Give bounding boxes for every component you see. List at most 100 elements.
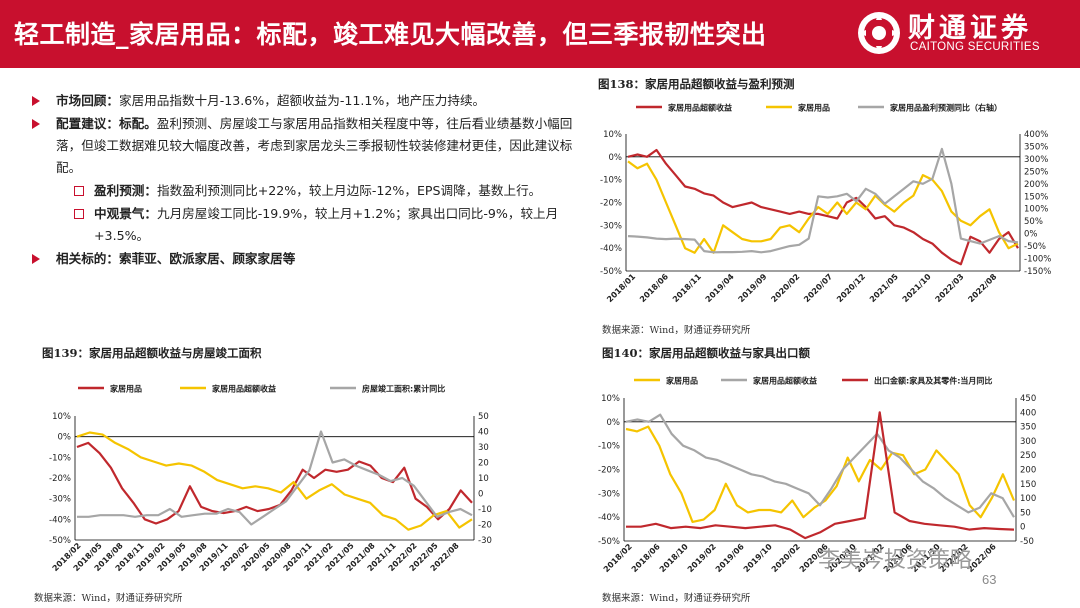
left-tick-label: 0% bbox=[609, 153, 623, 163]
triangle-bullet-icon bbox=[32, 254, 40, 264]
left-tick-label: -40% bbox=[49, 515, 71, 525]
right-tick-label: 150 bbox=[1020, 480, 1036, 490]
right-tick-label: 50 bbox=[478, 412, 489, 422]
x-tick-label: 2018/10 bbox=[658, 542, 690, 574]
right-tick-label: 40 bbox=[478, 428, 489, 438]
left-tick-label: -10% bbox=[49, 453, 71, 463]
x-tick-label: 2019/04 bbox=[704, 272, 736, 304]
right-tick-label: -100% bbox=[1024, 255, 1051, 265]
bullet-label: 中观景气： bbox=[94, 206, 157, 221]
x-tick-label: 2019/10 bbox=[742, 542, 774, 574]
right-tick-label: -10 bbox=[478, 505, 492, 515]
right-tick-label: 350% bbox=[1024, 142, 1048, 152]
bullet-text: 九月房屋竣工同比-19.9%，较上月+1.2%；家具出口同比-9%，较上月+3.… bbox=[94, 206, 559, 243]
legend-label: 出口金额:家具及其零件:当月同比 bbox=[874, 376, 992, 386]
left-tick-label: -20% bbox=[49, 474, 71, 484]
x-tick-label: 2020/02 bbox=[770, 542, 802, 574]
page-title: 轻工制造_家居用品：标配，竣工难见大幅改善，但三季报韧性突出 bbox=[14, 20, 767, 49]
chart3-source: 数据来源：Wind，财通证券研究所 bbox=[602, 593, 751, 604]
x-tick-label: 2018/06 bbox=[638, 272, 670, 304]
x-tick-label: 2020/12 bbox=[835, 272, 867, 304]
series-line bbox=[76, 431, 473, 531]
right-tick-label: -20 bbox=[478, 521, 492, 531]
x-tick-label: 2018/06 bbox=[630, 542, 662, 574]
right-tick-label: 300% bbox=[1024, 155, 1048, 165]
x-tick-label: 2020/02 bbox=[769, 272, 801, 304]
bullet-text: 家居用品指数十月-13.6%，超额收益为-11.1%，地产压力持续。 bbox=[118, 93, 486, 108]
header-bar: 轻工制造_家居用品：标配，竣工难见大幅改善，但三季报韧性突出 财通证券 CAIT… bbox=[0, 0, 1080, 68]
x-tick-label: 2019/06 bbox=[714, 542, 746, 574]
summary-bullets: 市场回顾：家居用品指数十月-13.6%，超额收益为-11.1%，地产压力持续。 … bbox=[32, 90, 592, 270]
right-tick-label: 50% bbox=[1024, 217, 1043, 227]
left-tick-label: 10% bbox=[52, 412, 71, 422]
right-tick-label: -30 bbox=[478, 536, 492, 546]
right-tick-label: -50 bbox=[1020, 537, 1034, 547]
triangle-bullet-icon bbox=[32, 96, 40, 106]
left-tick-label: 10% bbox=[601, 394, 620, 404]
x-tick-label: 2019/02 bbox=[686, 542, 718, 574]
x-tick-label: 2021/10 bbox=[901, 272, 933, 304]
left-tick-label: -30% bbox=[49, 495, 71, 505]
x-tick-label: 2021/05 bbox=[868, 272, 900, 304]
right-tick-label: 150% bbox=[1024, 192, 1048, 202]
left-tick-label: -50% bbox=[49, 536, 71, 546]
left-tick-label: 0% bbox=[607, 418, 621, 428]
right-tick-label: 20 bbox=[478, 459, 489, 469]
left-tick-label: -10% bbox=[600, 176, 622, 186]
bullet-allocation: 配置建议：标配。盈利预测、房屋竣工与家居用品指数相关程度中等，往后看业绩基数小幅… bbox=[32, 113, 592, 179]
left-tick-label: -20% bbox=[598, 466, 620, 476]
bullet-label: 相关标的：索菲亚、欧派家居、顾家家居等 bbox=[56, 251, 296, 266]
bullet-market-review: 市场回顾：家居用品指数十月-13.6%，超额收益为-11.1%，地产压力持续。 bbox=[32, 90, 592, 112]
page-number: 63 bbox=[982, 572, 997, 587]
left-tick-label: -50% bbox=[598, 537, 620, 547]
right-tick-label: 0% bbox=[1024, 230, 1038, 240]
right-tick-label: 300 bbox=[1020, 437, 1036, 447]
bullet-text: 指数盈利预测同比+22%，较上月边际-12%，EPS调降，基数上行。 bbox=[156, 183, 542, 198]
series-line bbox=[626, 411, 1015, 540]
logo-emblem-icon bbox=[858, 12, 900, 54]
left-tick-label: -10% bbox=[598, 442, 620, 452]
left-tick-label: -40% bbox=[598, 513, 620, 523]
square-bullet-icon bbox=[74, 209, 84, 219]
chart1-title: 图138：家居用品超额收益与盈利预测 bbox=[598, 77, 795, 91]
chart1-svg: 家居用品超额收益 家居用品 家居用品盈利预测同比（右轴） 10% 0% -10% -20% -… bbox=[600, 103, 1051, 305]
left-tick-label: -50% bbox=[600, 267, 622, 277]
legend-label: 房屋竣工面积:累计同比 bbox=[362, 384, 445, 394]
right-tick-label: 200% bbox=[1024, 180, 1048, 190]
chart2-svg: 家居用品 家居用品超额收益 房屋竣工面积:累计同比 10% 0% -10% -20% -30%… bbox=[49, 384, 492, 574]
right-tick-label: 0 bbox=[478, 490, 483, 500]
legend-label: 家居用品超额收益 bbox=[212, 384, 276, 394]
bullet-label: 配置建议：标配。 bbox=[56, 116, 157, 131]
left-tick-label: -30% bbox=[598, 489, 620, 499]
chart2-source: 数据来源：Wind，财通证券研究所 bbox=[34, 593, 183, 604]
series-line bbox=[627, 147, 1019, 254]
right-tick-label: 250 bbox=[1020, 451, 1036, 461]
right-tick-label: -150% bbox=[1024, 267, 1051, 277]
right-tick-label: 0 bbox=[1020, 523, 1025, 533]
x-tick-label: 2018/11 bbox=[671, 272, 703, 304]
right-tick-label: 350 bbox=[1020, 423, 1036, 433]
series-line bbox=[625, 425, 1016, 523]
x-tick-label: 2020/07 bbox=[802, 272, 834, 304]
left-tick-label: 0% bbox=[58, 433, 72, 443]
right-tick-label: 50 bbox=[1020, 508, 1031, 518]
series-line bbox=[625, 413, 1015, 518]
x-tick-label: 2019/09 bbox=[737, 272, 769, 304]
legend-label: 家居用品超额收益 bbox=[753, 376, 817, 386]
right-tick-label: 10 bbox=[478, 474, 489, 484]
left-tick-label: -20% bbox=[600, 199, 622, 209]
legend-label: 家居用品 bbox=[798, 103, 830, 113]
triangle-bullet-icon bbox=[32, 119, 40, 129]
right-tick-label: 400% bbox=[1024, 130, 1048, 140]
right-tick-label: -50% bbox=[1024, 242, 1046, 252]
bullet-label: 盈利预测： bbox=[94, 183, 157, 198]
left-tick-label: -30% bbox=[600, 221, 622, 231]
x-tick-label: 2022/03 bbox=[934, 272, 966, 304]
left-tick-label: -40% bbox=[600, 244, 622, 254]
company-logo: 财通证券 CAITONG SECURITIES bbox=[852, 8, 1072, 60]
legend-label: 家居用品盈利预测同比（右轴） bbox=[890, 103, 1002, 113]
right-tick-label: 400 bbox=[1020, 408, 1036, 418]
legend-label: 家居用品超额收益 bbox=[668, 103, 732, 113]
square-bullet-icon bbox=[74, 186, 84, 196]
right-tick-label: 450 bbox=[1020, 394, 1036, 404]
